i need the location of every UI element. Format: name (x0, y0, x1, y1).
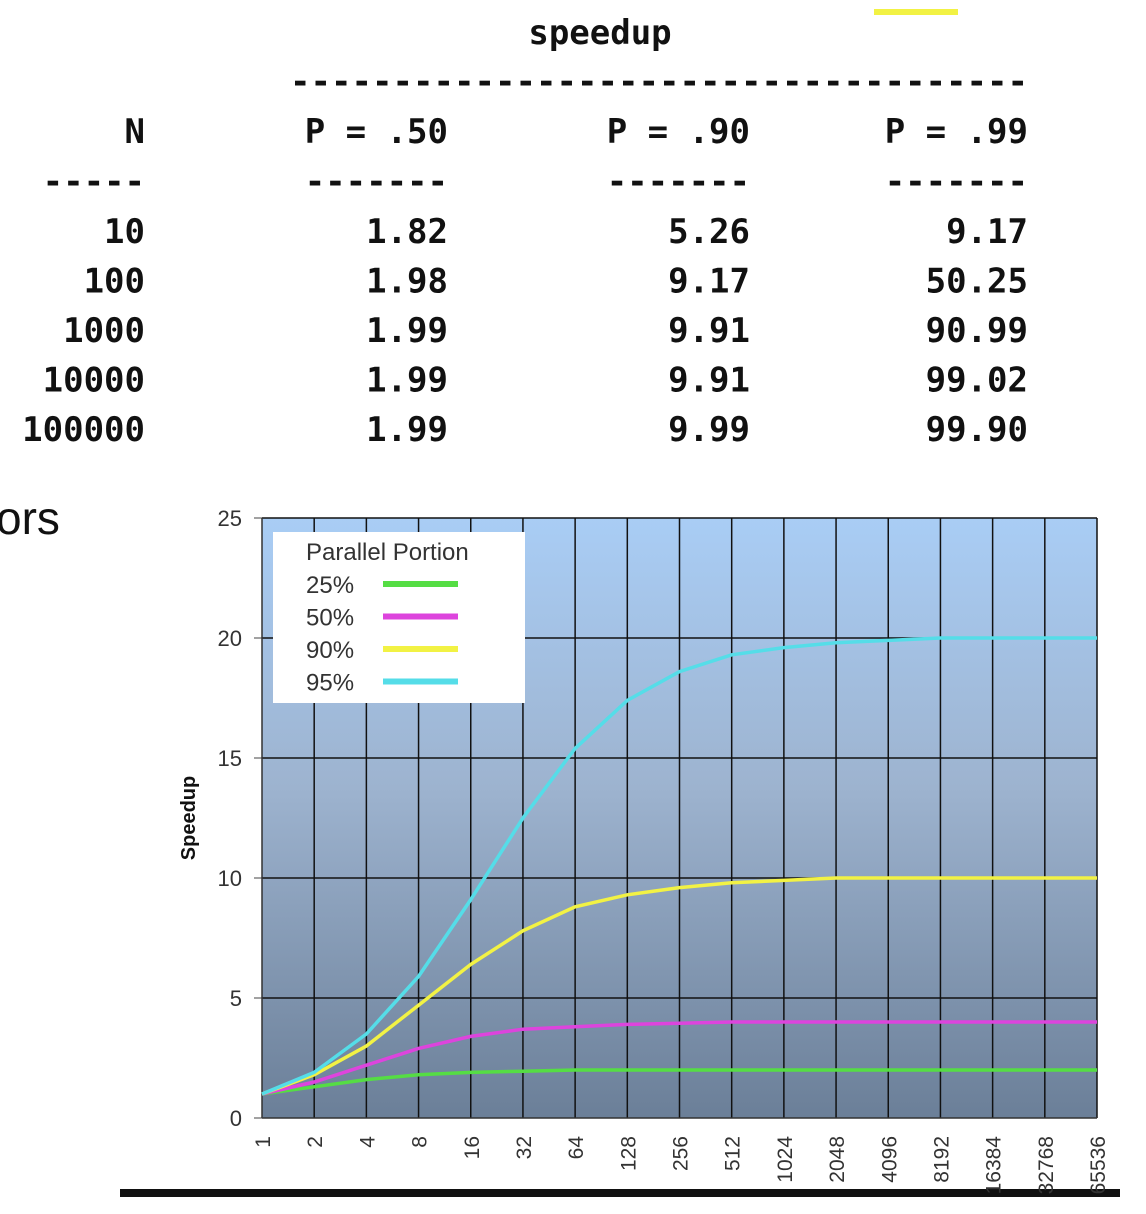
series-line (261, 1020, 1097, 1096)
table-cell: 100 (84, 262, 145, 302)
x-tick-label: 1 (252, 1136, 275, 1148)
y-tick-label: 5 (230, 986, 242, 1011)
table-title: speedup (528, 13, 671, 53)
table-cell: 50.25 (926, 262, 1028, 302)
table-cell: 9.99 (668, 410, 750, 450)
table-cell: 100000 (22, 410, 145, 450)
x-tick-label: 8 (409, 1136, 432, 1148)
x-tick-label: 4 (356, 1136, 379, 1148)
table-cell: 1.99 (366, 410, 448, 450)
x-tick-label: 1024 (774, 1136, 797, 1183)
table-cell: 9.17 (946, 212, 1028, 252)
slide-bar (120, 1189, 1120, 1197)
x-tick-label: 2048 (826, 1136, 849, 1183)
x-tick-label: 4096 (878, 1136, 901, 1183)
x-tick-label: 128 (617, 1136, 640, 1171)
x-tick-label: 256 (670, 1136, 693, 1171)
legend-label: 50% (306, 605, 354, 632)
column-underline: ------- (885, 162, 1028, 202)
column-underline: ------- (305, 162, 448, 202)
column-header: P = .99 (885, 112, 1028, 152)
x-tick-label: 8192 (930, 1136, 953, 1183)
y-tick-label: 20 (218, 626, 242, 651)
table-cell: 99.02 (926, 361, 1028, 401)
x-tick-label: 32 (513, 1136, 536, 1159)
x-tick-label: 16 (461, 1136, 484, 1159)
table-cell: 90.99 (926, 311, 1028, 351)
x-tick-label: 32768 (1035, 1136, 1058, 1194)
x-tick-label: 2 (304, 1136, 327, 1148)
side-text: ors (0, 492, 60, 544)
x-tick-label: 16384 (983, 1136, 1006, 1195)
table-cell: 5.26 (668, 212, 750, 252)
series-line (261, 636, 1097, 1096)
column-header: N (125, 112, 145, 152)
table-cell: 1.99 (366, 311, 448, 351)
table-cell: 1.82 (366, 212, 448, 252)
column-underline: ------- (607, 162, 750, 202)
x-tick-label: 512 (722, 1136, 745, 1171)
column-header: P = .50 (305, 112, 448, 152)
legend-label: 90% (306, 637, 354, 664)
column-header: P = .90 (607, 112, 750, 152)
legend-label: 25% (306, 572, 354, 599)
y-tick-label: 15 (218, 746, 242, 771)
x-tick-label: 65536 (1087, 1136, 1110, 1194)
chart: 0 5 10 15 20 25 1 2 4 8 16 32 64 128 256 512 1024 2048 409… (178, 506, 1110, 1194)
series-line (261, 1068, 1097, 1096)
table-cell: 99.90 (926, 410, 1028, 450)
x-tick-label: 64 (565, 1136, 588, 1160)
y-axis-label: Speedup (178, 776, 200, 860)
table-cell: 9.91 (668, 311, 750, 351)
table-cell: 1.98 (366, 262, 448, 302)
y-tick-label: 25 (218, 506, 242, 531)
table: speedup---------------------------------… (22, 13, 1028, 450)
table-cell: 9.17 (668, 262, 750, 302)
table-cell: 10000 (43, 361, 145, 401)
legend-title: Parallel Portion (306, 539, 469, 566)
series-line (261, 876, 1097, 1096)
table-cell: 1.99 (366, 361, 448, 401)
table-cell: 10 (104, 212, 145, 252)
table-cell: 1000 (63, 311, 145, 351)
legend-label: 95% (306, 670, 354, 697)
column-underline: ----- (43, 162, 145, 202)
table-cell: 9.91 (668, 361, 750, 401)
y-tick-label: 0 (230, 1106, 242, 1131)
table-rule: ------------------------------------ (290, 62, 1028, 102)
y-tick-label: 10 (218, 866, 242, 891)
